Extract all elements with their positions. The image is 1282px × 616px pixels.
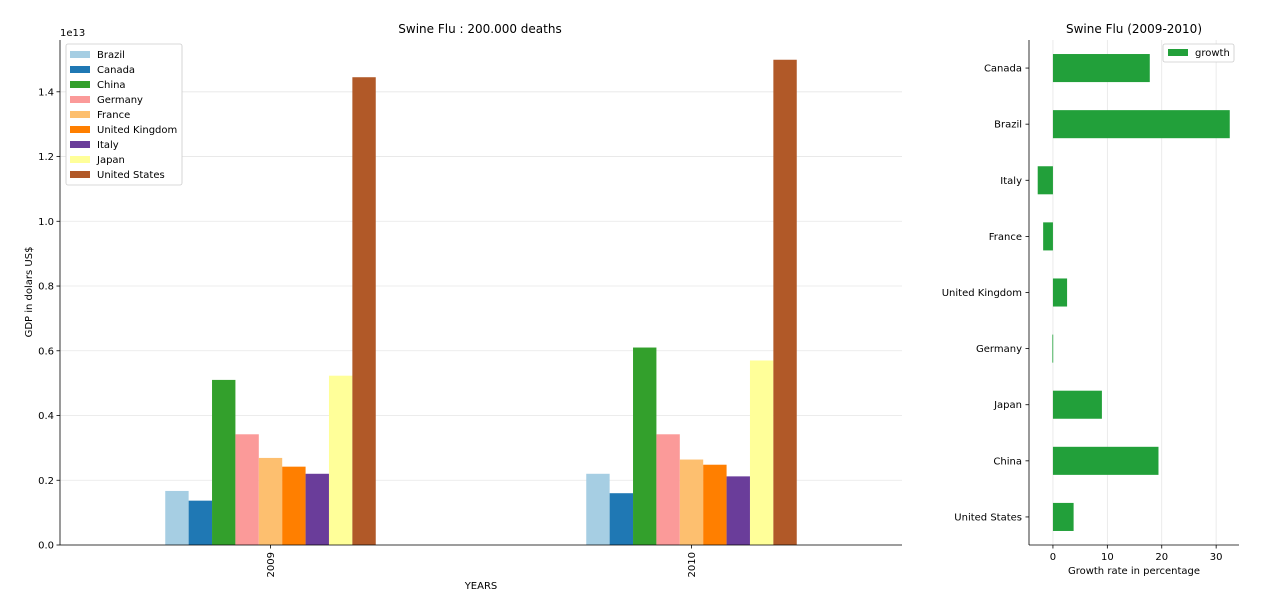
growth-x-tick-label: 10 xyxy=(1101,552,1114,563)
bar-italy-2009 xyxy=(305,473,329,545)
legend-label-japan: Japan xyxy=(96,155,125,166)
growth-y-tick-label: United Kingdom xyxy=(942,288,1022,299)
growth-x-tick-label: 0 xyxy=(1050,552,1056,563)
gdp-bars xyxy=(165,59,797,545)
growth-x-axis-label: Growth rate in percentage xyxy=(1068,566,1200,577)
bar-canada-2009 xyxy=(188,500,213,545)
legend-swatch-japan xyxy=(70,156,90,163)
gdp-y-tick-label: 0.4 xyxy=(38,411,54,422)
legend-label-united-kingdom: United Kingdom xyxy=(97,125,177,136)
bar-china-2009 xyxy=(212,379,236,545)
gdp-y-axis-label: GDP in dolars US$ xyxy=(24,247,35,338)
gdp-x-tick-label: 2009 xyxy=(266,552,277,577)
legend-label-united-states: United States xyxy=(97,170,165,181)
gdp-gridlines xyxy=(60,91,902,546)
gdp-chart-title: Swine Flu : 200.000 deaths xyxy=(398,22,561,36)
legend-label-canada: Canada xyxy=(97,65,135,76)
growth-bar-chart: Canada Brazil Italy France United Kingdom Ger… xyxy=(942,22,1239,577)
bar-germany-2009 xyxy=(235,434,259,545)
growth-bar-france xyxy=(1043,222,1053,251)
growth-bar-canada xyxy=(1052,54,1150,83)
gdp-y-tick-label: 0.0 xyxy=(38,541,54,552)
gdp-y-tick-label: 1.4 xyxy=(38,87,54,98)
growth-y-tick-label: Japan xyxy=(993,400,1022,411)
growth-y-tick-label: Canada xyxy=(984,64,1022,75)
gdp-y-tick-label: 0.6 xyxy=(38,346,54,357)
legend-swatch-growth xyxy=(1168,49,1188,56)
growth-bar-china xyxy=(1052,446,1159,475)
growth-chart-title: Swine Flu (2009-2010) xyxy=(1066,22,1202,36)
bar-united-kingdom-2009 xyxy=(282,466,306,545)
gdp-legend-box xyxy=(65,43,183,186)
legend-swatch-germany xyxy=(70,96,90,103)
growth-y-tick-label: United States xyxy=(954,512,1022,523)
growth-y-tick-label: Italy xyxy=(1000,176,1022,187)
bar-canada-2010 xyxy=(609,493,634,545)
growth-y-tick-label: France xyxy=(989,232,1022,243)
bar-france-2009 xyxy=(258,457,283,545)
legend-swatch-china xyxy=(70,81,90,88)
growth-x-ticks: 0 10 20 30 xyxy=(1050,545,1223,563)
bar-japan-2009 xyxy=(328,375,353,545)
legend-label-germany: Germany xyxy=(97,95,143,106)
gdp-y-tick-label: 1.0 xyxy=(38,217,54,228)
growth-x-tick-label: 30 xyxy=(1210,552,1223,563)
legend-swatch-united-states xyxy=(70,171,90,178)
growth-bar-germany xyxy=(1052,334,1054,363)
growth-legend-box xyxy=(1162,43,1235,63)
legend-label-france: France xyxy=(97,110,130,121)
bar-brazil-2010 xyxy=(586,473,610,545)
legend-label-brazil: Brazil xyxy=(97,50,125,61)
growth-bar-united-kingdom xyxy=(1052,278,1068,307)
bar-united-states-2010 xyxy=(773,59,797,545)
growth-bars xyxy=(1037,54,1230,531)
growth-legend: growth xyxy=(1162,43,1235,63)
growth-x-tick-label: 20 xyxy=(1155,552,1168,563)
gdp-y-tick-label: 0.2 xyxy=(38,476,54,487)
legend-swatch-italy xyxy=(70,141,90,148)
bar-france-2010 xyxy=(679,459,704,545)
legend-swatch-france xyxy=(70,111,90,118)
legend-label-growth: growth xyxy=(1195,48,1230,59)
growth-y-tick-label: Germany xyxy=(976,344,1022,355)
bar-united-states-2009 xyxy=(352,77,376,545)
legend-swatch-canada xyxy=(70,66,90,73)
gdp-x-tick-label: 2010 xyxy=(687,552,698,577)
gdp-bar-chart: 0.0 0.2 0.4 0.6 0.8 1.0 1.2 1.4 2009 2010 Swine … xyxy=(24,22,902,592)
gdp-offset-label: 1e13 xyxy=(60,28,85,39)
growth-y-ticks: Canada Brazil Italy France United Kingdom Ger… xyxy=(942,64,1029,523)
bar-germany-2010 xyxy=(656,434,680,545)
growth-bar-brazil xyxy=(1052,110,1230,139)
gdp-y-ticks: 0.0 0.2 0.4 0.6 0.8 1.0 1.2 1.4 xyxy=(38,87,60,552)
legend-label-italy: Italy xyxy=(97,140,119,151)
gdp-legend: Brazil Canada China Germany France United Kin… xyxy=(65,43,183,186)
gdp-x-ticks: 2009 2010 xyxy=(266,545,698,577)
legend-swatch-brazil xyxy=(70,51,90,58)
growth-bar-united-states xyxy=(1052,502,1074,531)
growth-y-tick-label: Brazil xyxy=(994,120,1022,131)
gdp-y-tick-label: 1.2 xyxy=(38,152,54,163)
bar-brazil-2009 xyxy=(165,490,189,545)
gdp-x-axis-label: YEARS xyxy=(464,581,498,592)
bar-japan-2010 xyxy=(749,360,774,545)
legend-swatch-united-kingdom xyxy=(70,126,90,133)
bar-united-kingdom-2010 xyxy=(703,464,727,545)
bar-china-2010 xyxy=(633,347,657,545)
growth-bar-italy xyxy=(1037,166,1053,195)
bar-italy-2010 xyxy=(726,476,750,545)
growth-y-tick-label: China xyxy=(993,456,1022,467)
legend-label-china: China xyxy=(97,80,126,91)
gdp-y-tick-label: 0.8 xyxy=(38,282,54,293)
growth-bar-japan xyxy=(1052,390,1102,419)
